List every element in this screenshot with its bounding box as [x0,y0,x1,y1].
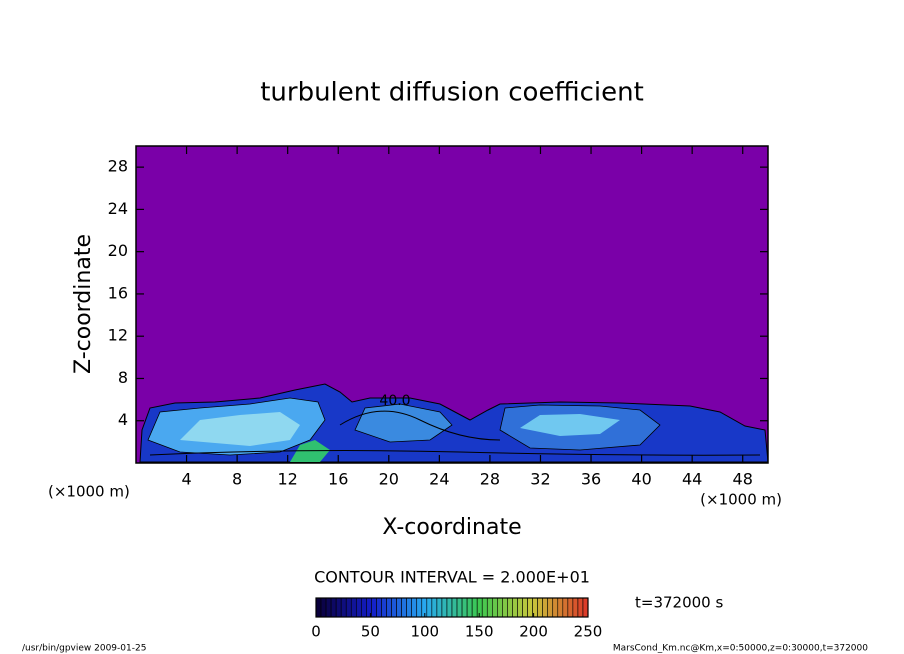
contour-interval: CONTOUR INTERVAL = 2.000E+01 [314,568,590,587]
colorbar-swatch [542,597,549,618]
colorbar-swatch [406,597,413,618]
colorbar-swatch [491,597,498,618]
colorbar-swatch [335,597,342,618]
colorbar-swatch [562,597,569,618]
field-region [180,412,300,446]
colorbar-tick-label: 100 [410,623,439,641]
x-tick-label: 32 [530,470,550,489]
y-tick-label: 24 [108,199,128,218]
colorbar-swatch [502,597,508,618]
colorbar-tick-label: 250 [574,623,603,641]
colorbar-swatch [547,597,554,618]
colorbar-swatch [431,597,438,618]
colorbar-tick-label: 200 [519,623,548,641]
y-tick-label: 16 [108,283,128,302]
colorbar-swatch [481,597,488,618]
colorbar-swatch [471,597,478,618]
contour-line [339,410,501,441]
colorbar-swatch [446,597,453,618]
x-unit-label: (×1000 m) [48,483,130,501]
colorbar-swatch [330,597,337,618]
plot-frame [135,145,769,464]
colorbar-swatch [582,597,589,618]
colorbar-tick-label: 150 [465,623,494,641]
colorbar-swatch [476,597,483,618]
x-tick-label: 24 [429,470,449,489]
contour-line [149,450,761,456]
colorbar-swatch [466,597,473,618]
field-region [354,403,453,443]
colorbar-swatch [527,597,533,618]
colorbar-swatch [461,597,468,618]
colorbar-swatch [456,597,463,618]
y-tick-label: 8 [118,368,128,387]
y-tick-label: 4 [118,410,128,429]
colorbar-swatch [391,597,397,618]
footer-right: MarsCond_Km.nc@Km,x=0:50000,z=0:30000,t=… [613,644,868,654]
x-tick-label: 44 [682,470,702,489]
x-tick-label: 36 [581,470,601,489]
colorbar-swatch [396,597,402,618]
colorbar-swatch [557,597,564,618]
colorbar-swatch [381,597,387,618]
x-tick-label: 28 [480,470,500,489]
y-tick-label: 12 [108,326,128,345]
colorbar-swatch [325,597,332,618]
field [136,146,769,463]
colorbar-swatch [421,597,428,618]
colorbar-swatch [517,597,523,618]
colorbar-swatch [320,597,327,618]
time-label: t=372000 s [635,594,723,612]
x-tick-label: 16 [328,470,348,489]
x-tick-label: 12 [278,470,298,489]
x-tick-label: 48 [733,470,753,489]
y-tick-label: 20 [108,241,128,260]
colorbar-swatch [416,597,423,618]
colorbar-swatch [401,597,407,618]
colorbar-swatch [577,597,584,618]
colorbar-swatch [441,597,448,618]
colorbar-swatch [350,597,357,618]
chart-title: turbulent diffusion coefficient [260,78,644,108]
colorbar-swatch [512,597,518,618]
colorbar-tick-label: 50 [361,623,380,641]
x-tick-label: 40 [631,470,651,489]
colorbar-swatch [386,597,392,618]
colorbar-swatch [355,597,362,618]
colorbar-swatch [361,597,367,618]
colorbar-swatch [315,597,322,618]
x-tick-label: 4 [181,470,191,489]
y-tick-label: 28 [108,157,128,176]
x-unit-label: (×1000 m) [700,491,782,509]
colorbar-swatch [376,597,382,618]
colorbar-swatch [552,597,559,618]
x-tick-label: 20 [379,470,399,489]
colorbar-swatch [451,597,458,618]
colorbar-swatch [486,597,493,618]
colorbar-swatch [340,597,347,618]
y-axis-label: Z-coordinate [71,234,96,374]
colorbar-swatch [497,597,503,618]
colorbar-swatch [345,597,352,618]
colorbar-swatch [411,597,418,618]
colorbar-swatch [371,597,377,618]
footer-left: /usr/bin/gpview 2009-01-25 [22,644,146,654]
colorbar-swatch [507,597,513,618]
field-region [520,414,620,436]
colorbar: 0 50 100 150 200 250 [311,597,603,641]
x-tick-label: 8 [232,470,242,489]
x-axis-label: X-coordinate [382,515,521,540]
colorbar-swatch [522,597,528,618]
colorbar-swatch [537,597,543,618]
colorbar-swatch [567,597,574,618]
colorbar-swatch [426,597,433,618]
colorbar-swatch [572,597,579,618]
colorbar-swatch [436,597,443,618]
colorbar-frame [315,597,589,618]
contour-label: 40.0 [379,393,410,409]
colorbar-tick-label: 0 [311,623,321,641]
